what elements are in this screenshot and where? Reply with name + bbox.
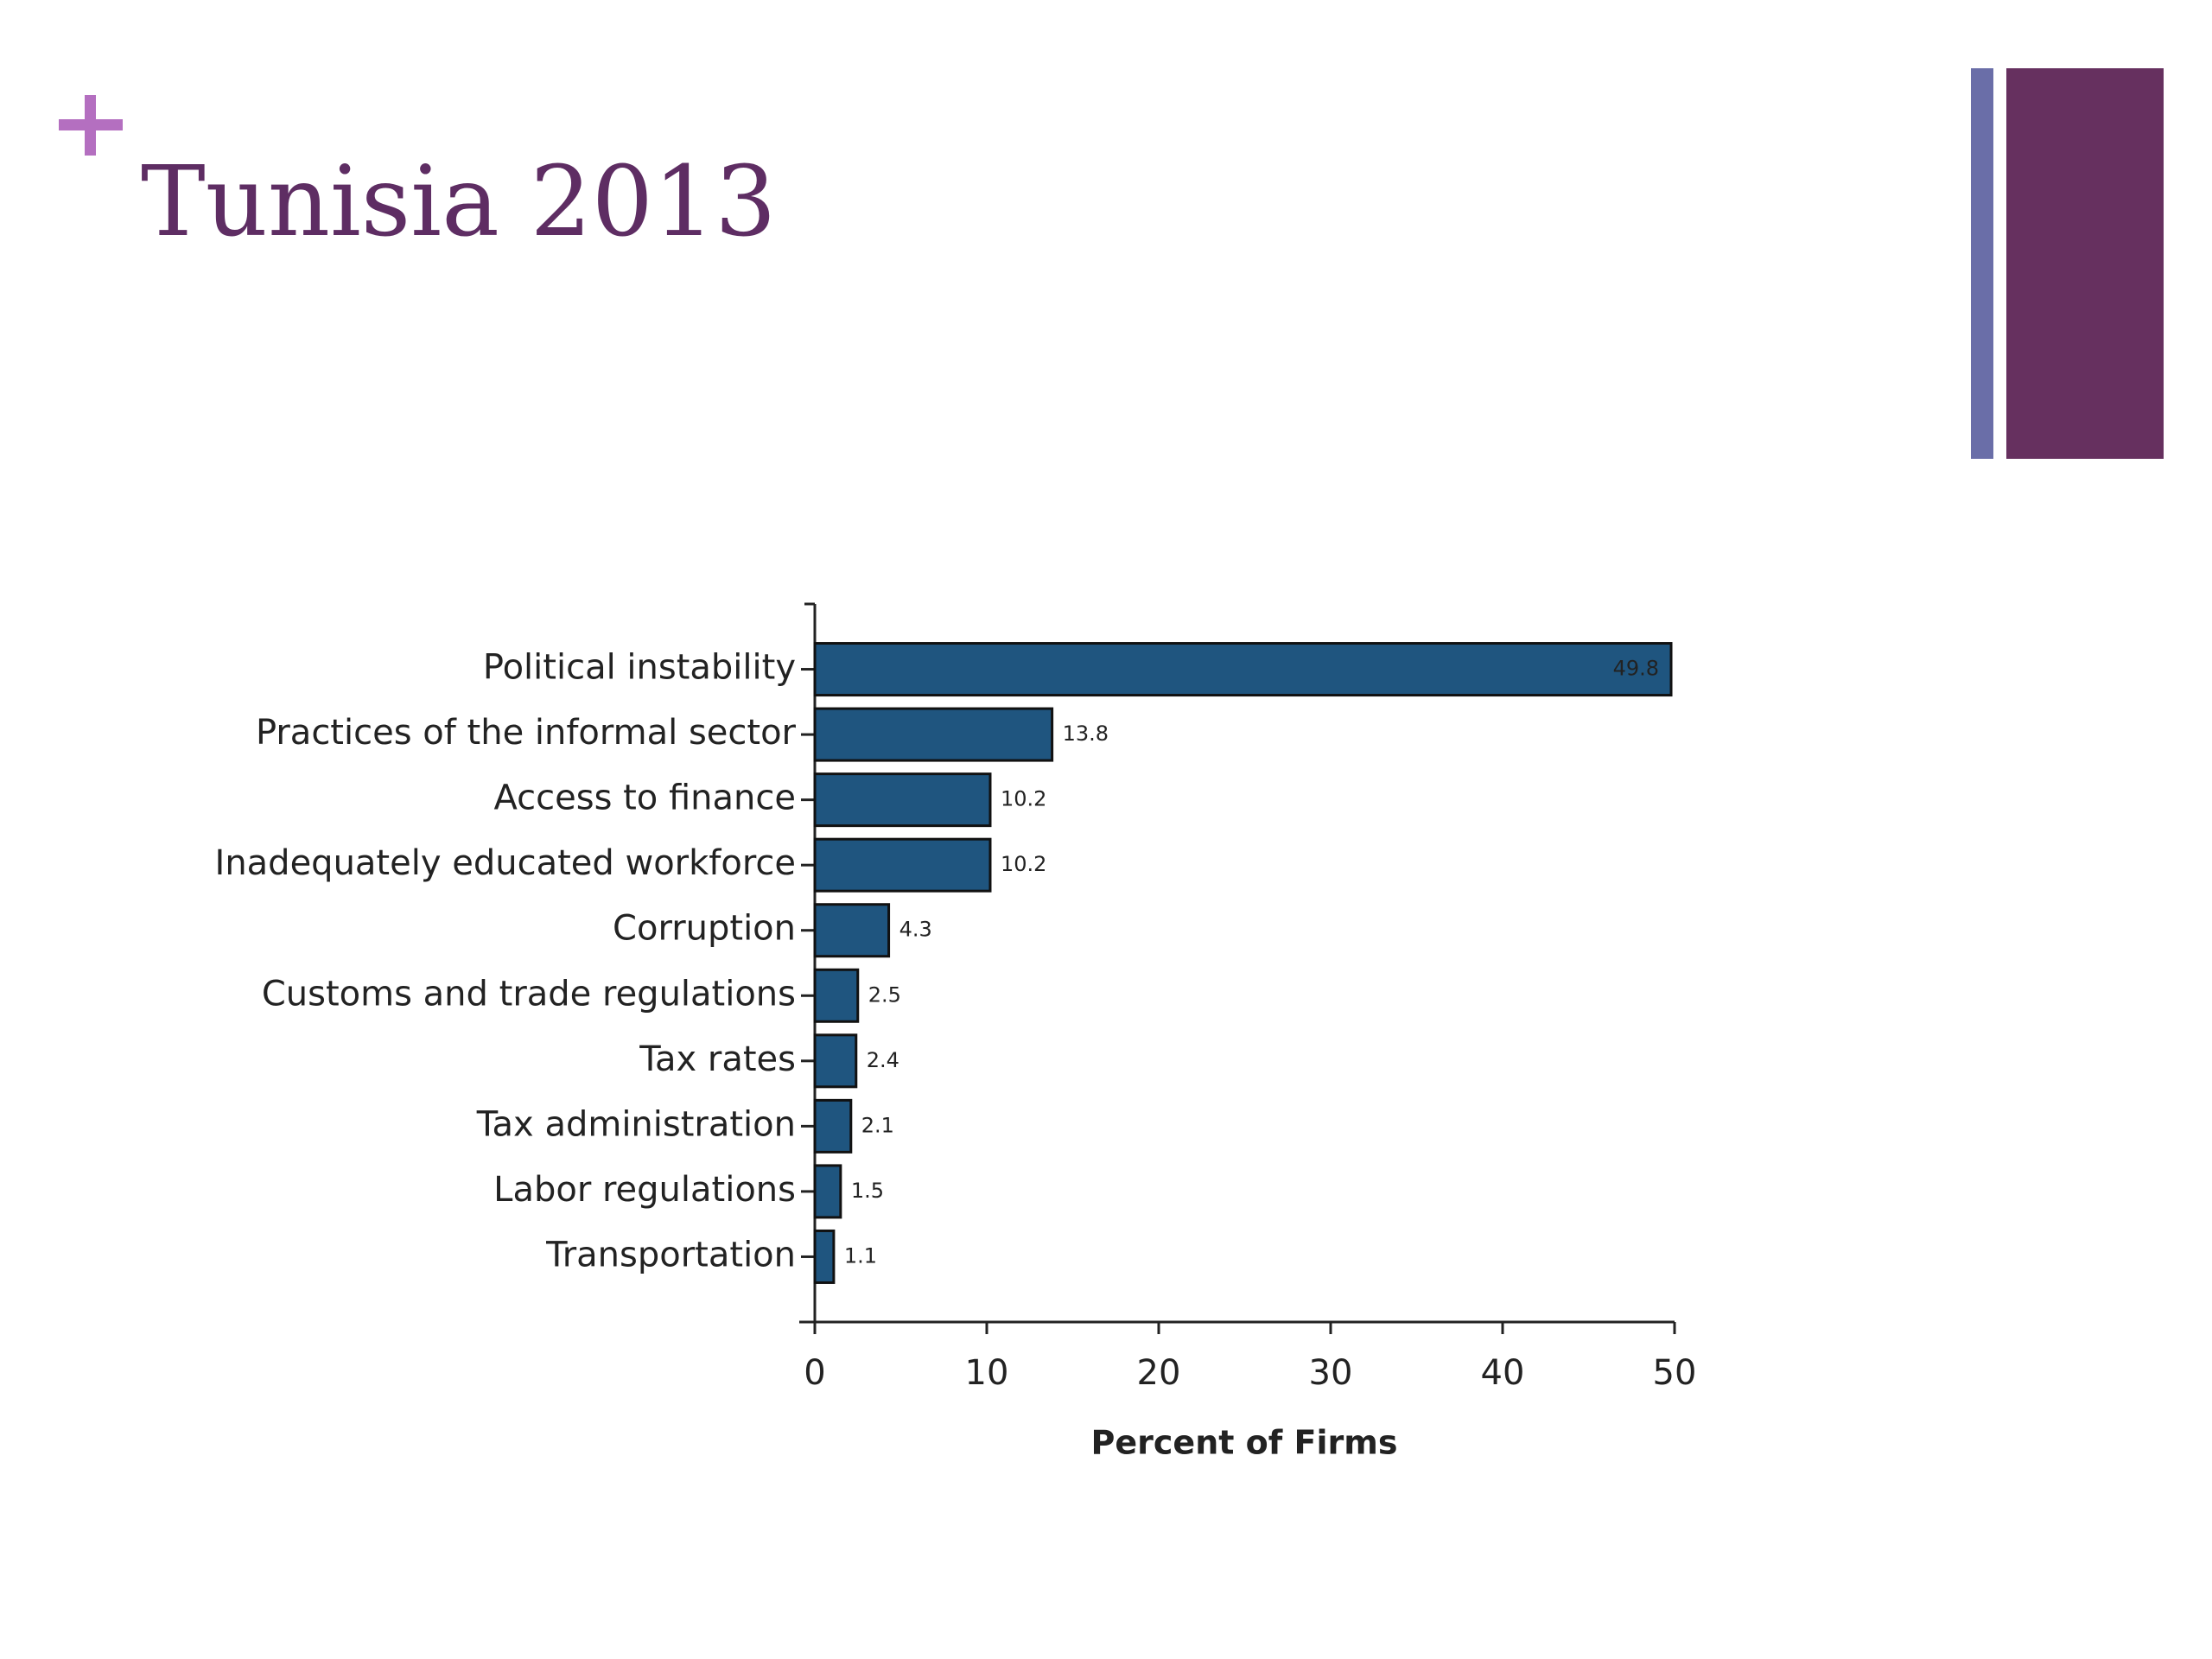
- value-label: 1.1: [844, 1243, 877, 1268]
- y-tick-label: Labor regulations: [493, 1170, 796, 1210]
- value-label: 2.1: [861, 1113, 894, 1137]
- x-tick-label: 0: [804, 1353, 825, 1393]
- x-tick-label: 50: [1653, 1353, 1697, 1393]
- bar: [813, 968, 860, 1023]
- bar: [813, 903, 891, 958]
- chart-title: Tunisia 2013: [141, 146, 777, 258]
- value-label: 10.2: [1001, 852, 1046, 876]
- bar: [813, 642, 1673, 697]
- x-tick-label: 20: [1137, 1353, 1181, 1393]
- y-tick-label: Tax rates: [639, 1039, 796, 1079]
- x-axis-title: Percent of Firms: [1091, 1424, 1398, 1462]
- accent-bar-thin: [1971, 68, 1993, 459]
- y-tick-label: Corruption: [613, 909, 796, 949]
- bar: [813, 707, 1054, 762]
- y-tick-label: Inadequately educated workforce: [215, 843, 796, 883]
- y-tick-label: Tax administration: [476, 1104, 796, 1144]
- bar: [813, 1098, 853, 1154]
- value-label: 49.8: [1613, 657, 1659, 681]
- y-tick-label: Customs and trade regulations: [262, 974, 796, 1014]
- bar: [813, 772, 992, 828]
- bar: [813, 837, 992, 893]
- bar: [813, 1164, 842, 1219]
- value-label: 1.5: [851, 1179, 884, 1203]
- value-label: 2.5: [868, 982, 901, 1007]
- bar: [813, 1229, 836, 1284]
- accent-bar-wide: [2006, 68, 2164, 459]
- value-label: 13.8: [1063, 721, 1109, 746]
- y-tick-label: Political instability: [483, 648, 796, 688]
- x-tick-label: 40: [1481, 1353, 1525, 1393]
- y-tick-label: Access to finance: [493, 779, 796, 818]
- x-tick-label: 10: [965, 1353, 1009, 1393]
- value-label: 4.3: [899, 918, 932, 942]
- plus-icon: [59, 95, 123, 156]
- value-label: 10.2: [1001, 787, 1046, 811]
- value-label: 2.4: [867, 1048, 899, 1072]
- y-tick-label: Practices of the informal sector: [256, 713, 797, 753]
- bar: [813, 1033, 858, 1089]
- y-tick-label: Transportation: [545, 1235, 796, 1274]
- x-tick-label: 30: [1309, 1353, 1353, 1393]
